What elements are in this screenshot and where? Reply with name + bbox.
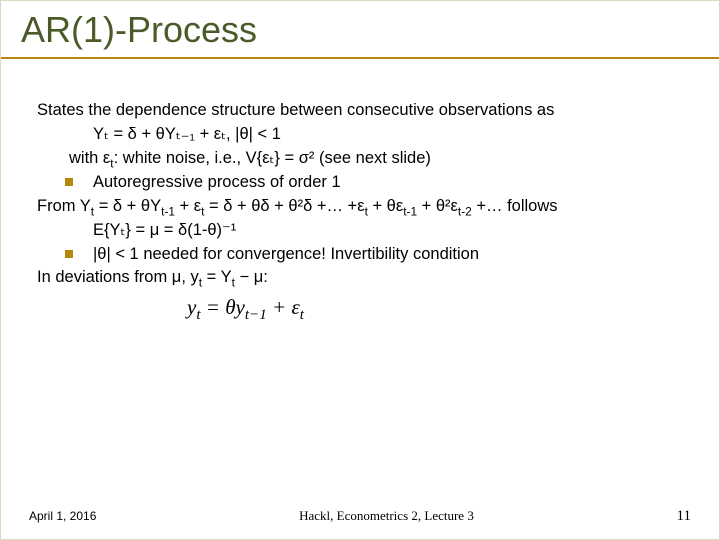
footer-date: April 1, 2016 — [29, 509, 96, 523]
slide-body: States the dependence structure between … — [1, 59, 719, 323]
bullet-item: |θ| < 1 needed for convergence! Invertib… — [37, 243, 683, 267]
body-line: with εt: white noise, i.e., V{εₜ} = σ² (… — [37, 147, 683, 171]
bullet-item: Autoregressive process of order 1 — [37, 171, 683, 195]
footer-page-number: 11 — [677, 508, 691, 525]
body-equation: Yₜ = δ + θYₜ₋₁ + εₜ, |θ| < 1 — [37, 123, 683, 147]
footer-source: Hackl, Econometrics 2, Lecture 3 — [299, 508, 474, 524]
body-equation: E{Yₜ} = μ = δ(1-θ)⁻¹ — [37, 219, 683, 243]
square-bullet-icon — [65, 178, 73, 186]
slide-footer: April 1, 2016 Hackl, Econometrics 2, Lec… — [1, 508, 719, 525]
body-line: In deviations from μ, yt = Yt − μ: — [37, 266, 683, 290]
title-bar: AR(1)-Process — [1, 1, 719, 59]
slide-title: AR(1)-Process — [21, 9, 699, 51]
body-line: States the dependence structure between … — [37, 99, 683, 123]
main-equation: yt = θyt−1 + εt — [37, 290, 683, 322]
square-bullet-icon — [65, 250, 73, 258]
body-line: From Yt = δ + θYt-1 + εt = δ + θδ + θ²δ … — [37, 195, 683, 219]
